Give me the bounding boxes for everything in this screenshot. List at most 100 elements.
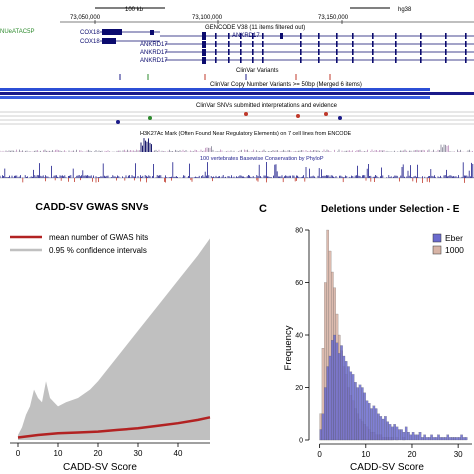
coord-label: 73,050,000: [70, 15, 101, 21]
x-tick-label: 0: [16, 449, 21, 458]
track-label-phylop: 100 vertebrates Basewise Conservation by…: [200, 156, 324, 162]
histogram-bar: [326, 366, 329, 441]
histogram-bar: [328, 355, 332, 441]
x-tick-label: 10: [361, 450, 370, 459]
genome-browser-panel: 100 kb hg38 73,050,000 73,100,000 73,150…: [0, 7, 474, 183]
track-label-clinvar-variants: ClinVar Variants: [236, 68, 278, 74]
y-tick-label: 0: [299, 438, 303, 445]
chart-title: Deletions under Selection - E: [321, 204, 460, 215]
clinvar-variant-ticks: [119, 74, 331, 80]
mean-line: [17, 416, 211, 439]
histogram-bar: [448, 437, 452, 441]
histogram-bar: [434, 437, 438, 441]
histogram-bar: [418, 432, 422, 441]
histogram-bar: [379, 416, 383, 441]
phylop-signal: [0, 162, 474, 183]
histogram-bar: [384, 416, 387, 441]
cnv-bar: [0, 96, 430, 99]
histogram-bar: [347, 366, 350, 441]
histogram-bar: [451, 437, 454, 441]
histogram-bar: [351, 374, 355, 441]
coord-label: 73,100,000: [192, 15, 223, 21]
legend-entry: 1000: [445, 245, 464, 255]
histogram-bar: [381, 418, 385, 441]
x-tick-label: 20: [408, 450, 417, 459]
y-tick-label: 40: [295, 333, 303, 340]
histogram-bar: [333, 334, 336, 441]
histogram-bar: [444, 437, 447, 441]
histogram-bar: [439, 437, 443, 441]
histogram-bar: [409, 434, 413, 441]
left-feature-label: NUeATAC5P: [0, 29, 34, 35]
histogram-bar: [453, 437, 456, 441]
histogram-bar: [421, 437, 424, 441]
histogram-bar: [411, 432, 415, 441]
gene-label: COX18: [80, 30, 100, 36]
histogram-bar: [388, 424, 392, 441]
histogram-bar: [356, 387, 359, 441]
x-axis-label: CADD-SV Score: [350, 462, 424, 473]
histogram-bar: [441, 437, 445, 441]
histogram-bar: [372, 405, 376, 441]
histogram-bar: [398, 429, 401, 441]
histogram-bar: [407, 432, 410, 441]
histogram-bar: [432, 437, 436, 441]
histogram-bar: [460, 434, 463, 441]
legend: Eber 1000: [432, 233, 464, 255]
x-tick-label: 40: [174, 449, 183, 458]
y-axis-label: Frequency: [283, 325, 294, 370]
x-tick-label: 30: [454, 450, 463, 459]
cnv-bar: [0, 92, 474, 95]
histogram-bar: [402, 432, 406, 441]
histogram-bar: [462, 437, 466, 441]
histogram-bar: [361, 387, 364, 441]
x-tick-label: 20: [94, 449, 103, 458]
track-label-h3k27ac: H3K27Ac Mark (Often Found Near Regulator…: [140, 131, 352, 137]
coord-label: 73,150,000: [318, 15, 349, 21]
histogram-bar: [416, 434, 419, 441]
gene-models: COX18 COX18 ANKRD17 ANKRD17 ANKRD17 ANKR…: [80, 29, 474, 64]
chart-title: CADD-SV GWAS SNVs: [35, 201, 148, 213]
x-tick-label: 0: [317, 450, 322, 459]
legend-entry: 0.95 % confidence intervals: [49, 246, 147, 255]
histogram-bar: [319, 429, 323, 441]
track-label-clinvar-snvs: ClinVar SNVs submitted interpretations a…: [196, 103, 338, 109]
legend: mean number of GWAS hits 0.95 % confiden…: [10, 233, 148, 255]
histogram-bar: [458, 437, 461, 441]
histogram-bar: [404, 426, 408, 441]
histogram-bar: [349, 371, 353, 441]
histogram-bar: [455, 437, 459, 441]
gene-label: COX18: [80, 39, 100, 45]
histogram-bar: [321, 413, 325, 441]
histogram-bar: [365, 400, 369, 441]
histogram-bar: [395, 426, 399, 441]
histogram-bar: [423, 434, 426, 441]
histogram-bar: [377, 413, 380, 441]
h3k27ac-signal: [0, 138, 473, 152]
gwas-chart: CADD-SV GWAS SNVs 0 10 20 30 40 mean number …: [10, 201, 211, 473]
histogram-bar: [446, 434, 450, 441]
histogram-bar: [340, 345, 343, 441]
assembly-label: hg38: [398, 7, 412, 13]
y-tick-label: 60: [295, 280, 303, 287]
y-tick-label: 20: [295, 385, 303, 392]
histogram-bar: [337, 353, 341, 441]
cnv-bar: [0, 88, 430, 91]
scale-label: 100 kb: [125, 7, 144, 13]
gene-label: ANKRD17: [140, 50, 168, 56]
x-tick-label: 10: [54, 449, 63, 458]
histogram-bar: [386, 421, 389, 441]
legend-entry: mean number of GWAS hits: [49, 233, 148, 242]
legend-entry: Eber: [445, 233, 463, 243]
histogram-bar: [400, 429, 403, 441]
histogram-bar: [428, 437, 431, 441]
gencode-label: GENCODE V38 (11 items filtered out): [205, 25, 305, 31]
histogram-bar: [344, 361, 348, 441]
histogram-bar: [335, 342, 339, 441]
histogram-bar: [363, 392, 366, 441]
histogram-bar: [464, 437, 468, 441]
histogram-bar: [368, 403, 371, 441]
y-tick-label: 80: [295, 228, 303, 235]
histogram-bar: [354, 382, 357, 441]
histogram-bar: [331, 340, 334, 441]
